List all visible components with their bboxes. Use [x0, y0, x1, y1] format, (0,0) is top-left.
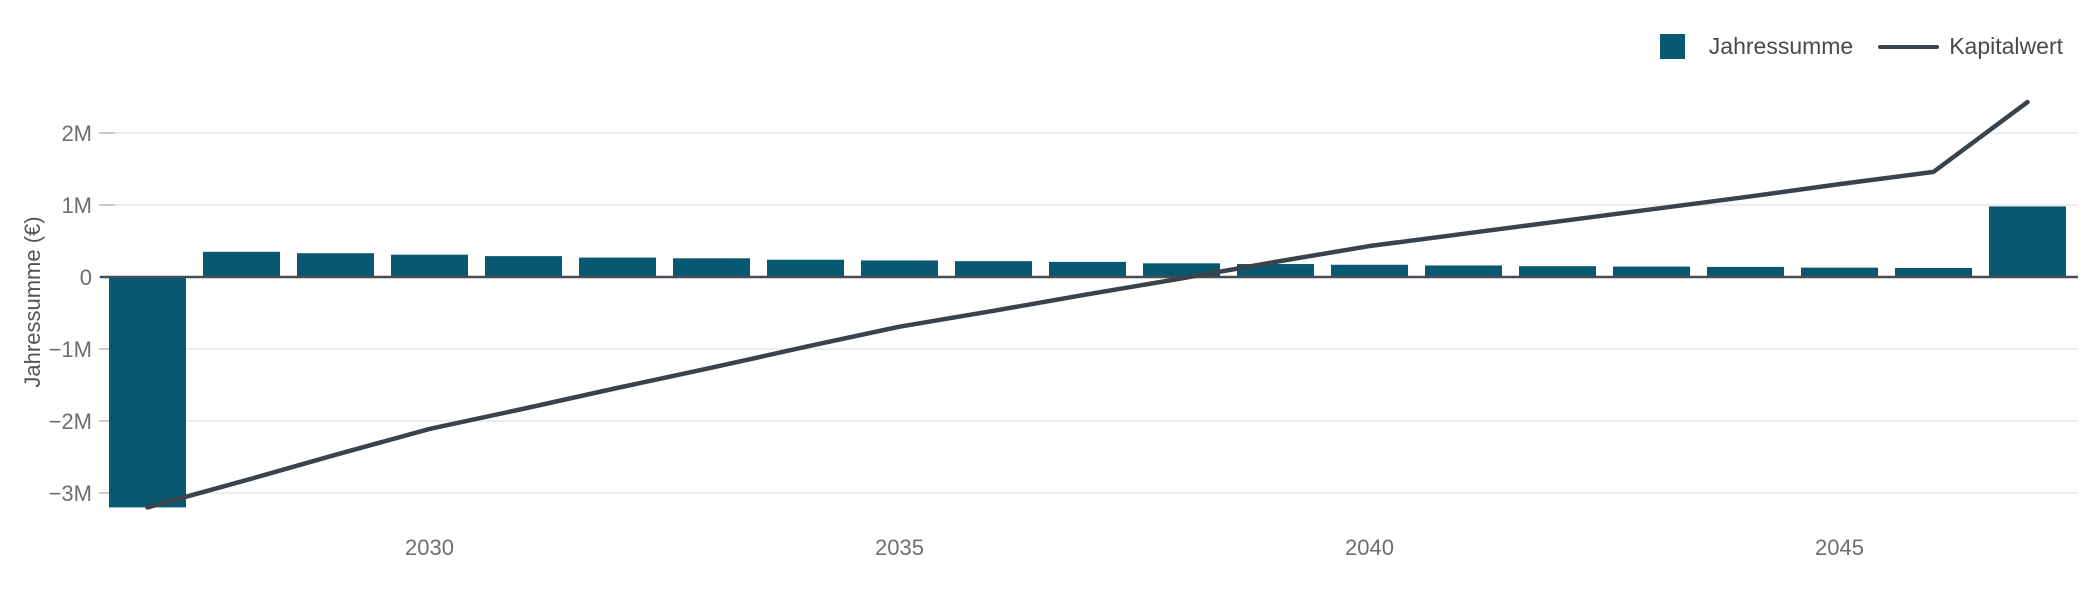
legend-line-swatch-icon [1878, 44, 1940, 49]
bar-2045 [1801, 267, 1878, 277]
y-tick-label-−2M: −2M [49, 409, 92, 434]
bar-2029 [297, 253, 374, 277]
bar-2035 [861, 260, 938, 277]
x-tick-label-2040: 2040 [1345, 535, 1394, 560]
y-tick-label-1M: 1M [61, 193, 92, 218]
bar-2033 [673, 258, 750, 277]
bar-2044 [1707, 266, 1784, 277]
bar-2043 [1613, 266, 1690, 277]
y-tick-label-2M: 2M [61, 121, 92, 146]
x-tick-label-2045: 2045 [1815, 535, 1864, 560]
bar-2040 [1331, 264, 1408, 277]
bar-2032 [579, 257, 656, 277]
legend-item-jahressumme[interactable]: Jahressumme [1659, 33, 1854, 60]
bar-2027 [109, 277, 186, 508]
legend-item-kapitalwert[interactable]: Kapitalwert [1878, 33, 2063, 60]
bar-2047 [1989, 206, 2066, 277]
y-tick-label-−3M: −3M [49, 481, 92, 506]
x-tick-label-2030: 2030 [405, 535, 454, 560]
x-tick-label-2035: 2035 [875, 535, 924, 560]
bar-2034 [767, 259, 844, 277]
y-tick-label-−1M: −1M [49, 337, 92, 362]
y-axis-title: Jahressumme (€) [20, 216, 45, 388]
bar-2041 [1425, 265, 1502, 277]
y-tick-label-0: 0 [80, 265, 92, 290]
bar-2042 [1519, 266, 1596, 277]
bar-2030 [391, 254, 468, 277]
bar-2028 [203, 251, 280, 277]
legend-bar-swatch-icon [1659, 34, 1685, 59]
bar-2036 [955, 261, 1032, 277]
legend-label-jahressumme: Jahressumme [1708, 33, 1854, 59]
legend: Jahressumme Kapitalwert [1659, 33, 2063, 60]
bar-2046 [1895, 268, 1972, 277]
bar-2031 [485, 256, 562, 277]
kapitalwert-line [145, 99, 2030, 510]
bar-2037 [1049, 261, 1126, 277]
legend-label-kapitalwert: Kapitalwert [1949, 33, 2063, 59]
